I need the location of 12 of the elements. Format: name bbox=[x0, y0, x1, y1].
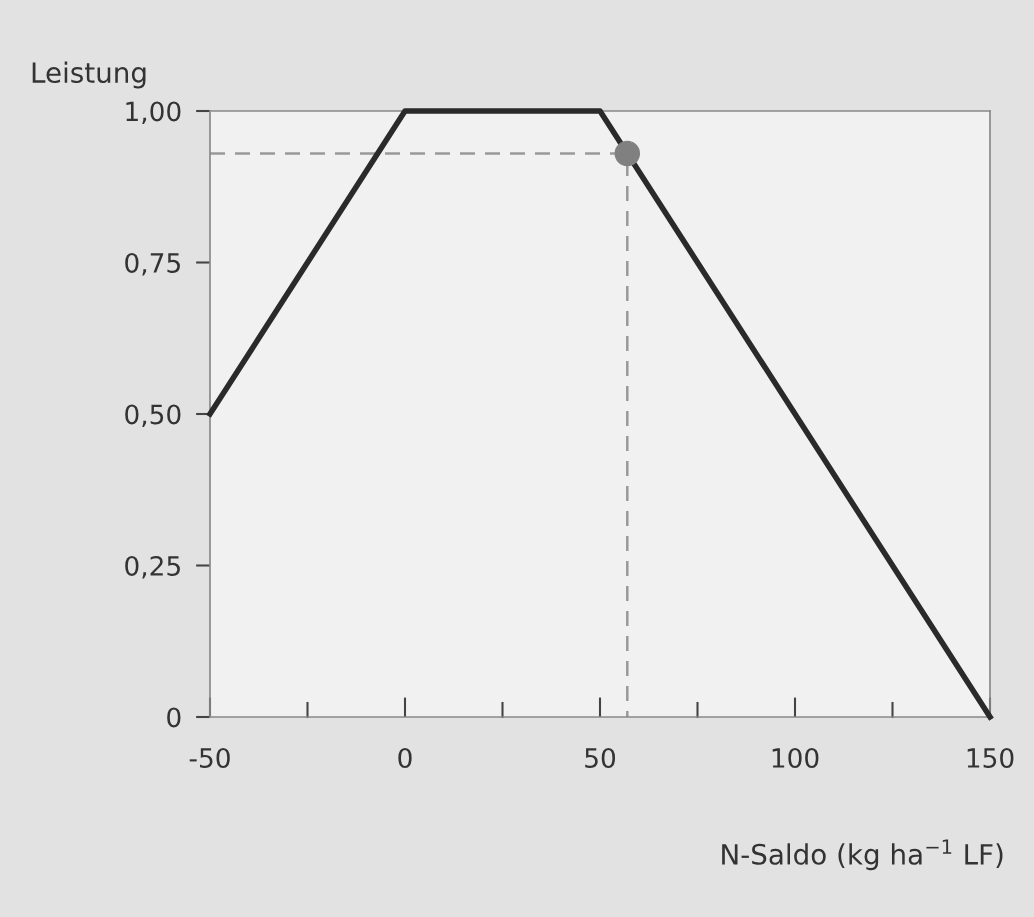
x-tick-label: 150 bbox=[967, 748, 1014, 768]
x-tick-label: -50 bbox=[189, 748, 230, 768]
x-tick-label: 0 bbox=[398, 748, 412, 768]
y-tick-label: 0 bbox=[167, 707, 181, 728]
y-tick-label: 1,00 bbox=[126, 101, 181, 125]
x-axis-title: N-Saldo (kg ha$^{−1}$ LF) bbox=[722, 839, 1003, 871]
y-tick-label: 0,50 bbox=[125, 404, 181, 428]
x-tick-label: 50 bbox=[585, 748, 616, 768]
x-tick-label: 100 bbox=[772, 748, 819, 768]
y-tick-label: 0,75 bbox=[125, 252, 180, 276]
y-axis-title: Leistung bbox=[32, 61, 146, 89]
y-tick-label: 0,25 bbox=[125, 555, 180, 579]
